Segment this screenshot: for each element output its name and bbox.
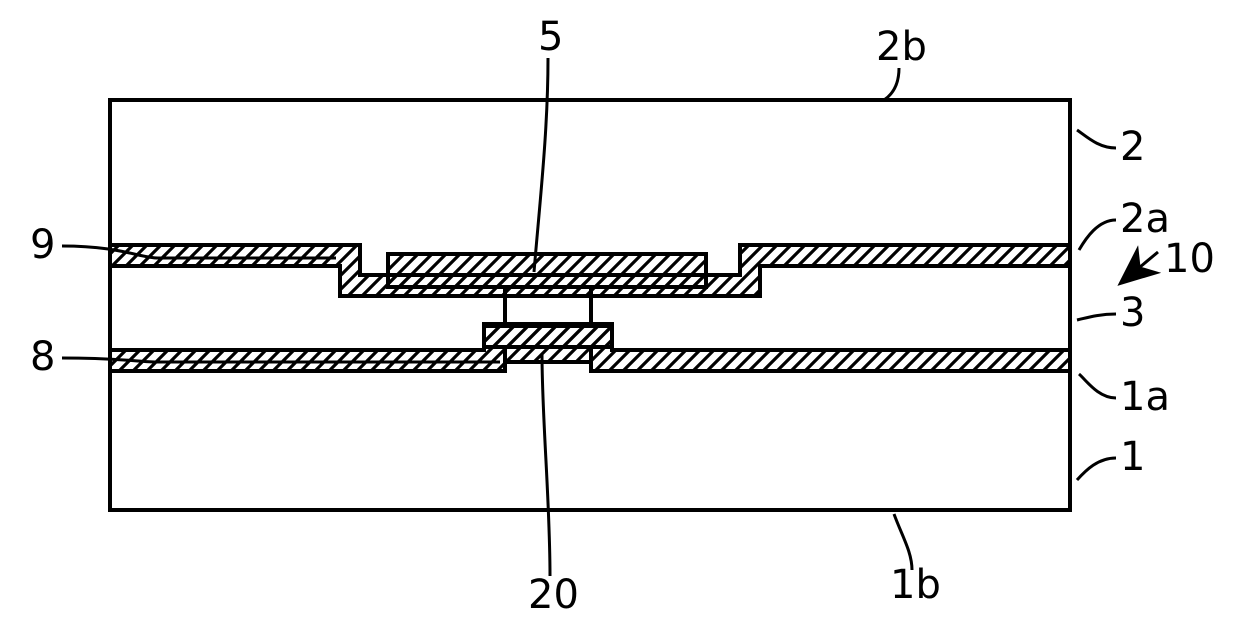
label-1: 1 xyxy=(1120,434,1145,480)
label-20: 20 xyxy=(528,572,579,618)
label-2b: 2b xyxy=(876,24,927,70)
label-8: 8 xyxy=(30,334,55,380)
block-20 xyxy=(484,287,612,362)
label-3: 3 xyxy=(1120,290,1145,336)
lead-1a xyxy=(1079,374,1116,398)
lead-10-arrow xyxy=(1122,252,1158,282)
label-1a: 1a xyxy=(1120,374,1170,420)
lead-2a xyxy=(1079,220,1116,250)
lead-3 xyxy=(1077,314,1116,320)
labels: 9 8 5 2b 2 2a 10 3 1a 1 1b 20 xyxy=(30,14,1215,618)
label-2: 2 xyxy=(1120,124,1145,170)
lead-2b xyxy=(884,68,899,100)
lead-20 xyxy=(542,354,550,576)
label-9: 9 xyxy=(30,222,55,268)
label-10: 10 xyxy=(1164,236,1215,282)
label-2a: 2a xyxy=(1120,196,1170,242)
lead-2 xyxy=(1077,130,1116,148)
label-5: 5 xyxy=(538,14,563,60)
lead-lines xyxy=(62,58,1158,576)
lead-5 xyxy=(534,58,548,272)
block-5 xyxy=(388,254,706,287)
label-1b: 1b xyxy=(890,562,941,608)
lead-1 xyxy=(1077,458,1116,480)
cross-section-diagram: 9 8 5 2b 2 2a 10 3 1a 1 1b 20 xyxy=(0,0,1240,622)
